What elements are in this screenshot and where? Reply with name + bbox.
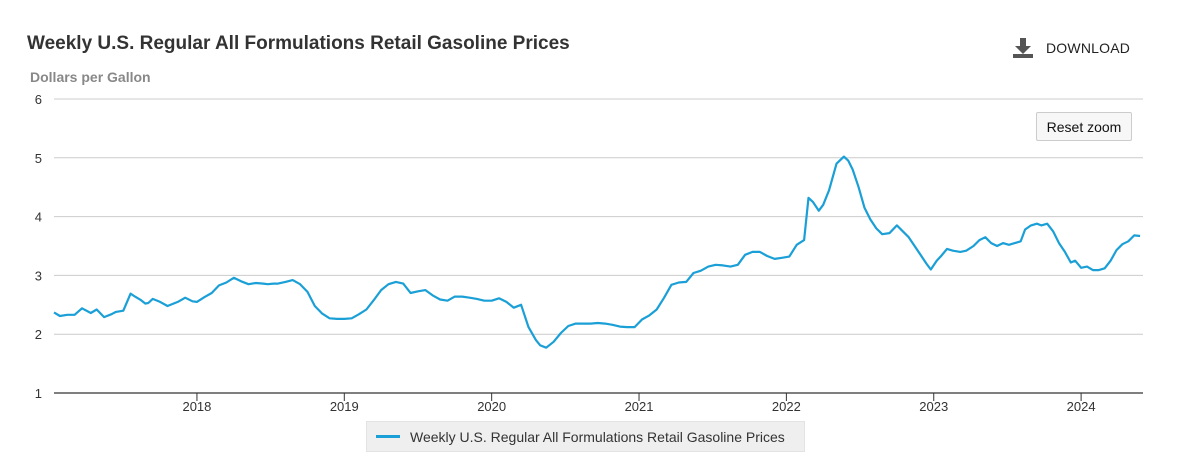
- legend-label: Weekly U.S. Regular All Formulations Ret…: [410, 428, 785, 445]
- y-tick-label: 6: [35, 92, 42, 107]
- grid-lines: [54, 98, 1143, 335]
- series-group: [53, 155, 1141, 349]
- legend[interactable]: Weekly U.S. Regular All Formulations Ret…: [366, 421, 805, 452]
- x-tick-label: 2021: [625, 399, 654, 414]
- x-tick-label: 2018: [182, 399, 211, 414]
- legend-swatch: [376, 435, 400, 438]
- x-axis-ticks: 2018 2019 2020 2021 2022 2023 2024: [182, 393, 1096, 414]
- x-tick-label: 2019: [330, 399, 359, 414]
- y-tick-label: 3: [35, 268, 42, 283]
- chart-title: Weekly U.S. Regular All Formulations Ret…: [27, 33, 570, 54]
- download-icon: [1013, 38, 1033, 58]
- download-button[interactable]: DOWNLOAD: [1012, 37, 1130, 59]
- y-axis-ticks: 1 2 3 4 5 6: [35, 92, 42, 401]
- y-tick-label: 1: [35, 386, 42, 401]
- download-label: DOWNLOAD: [1046, 40, 1131, 56]
- y-tick-label: 5: [35, 151, 42, 166]
- series-line[interactable]: [53, 155, 1141, 349]
- x-tick-label: 2023: [919, 399, 948, 414]
- y-axis-label: Dollars per Gallon: [30, 69, 151, 85]
- x-tick-label: 2022: [772, 399, 801, 414]
- reset-zoom-button[interactable]: Reset zoom: [1036, 112, 1132, 141]
- x-tick-label: 2020: [477, 399, 506, 414]
- y-tick-label: 2: [35, 327, 42, 342]
- y-tick-label: 4: [35, 210, 42, 225]
- x-tick-label: 2024: [1067, 399, 1096, 414]
